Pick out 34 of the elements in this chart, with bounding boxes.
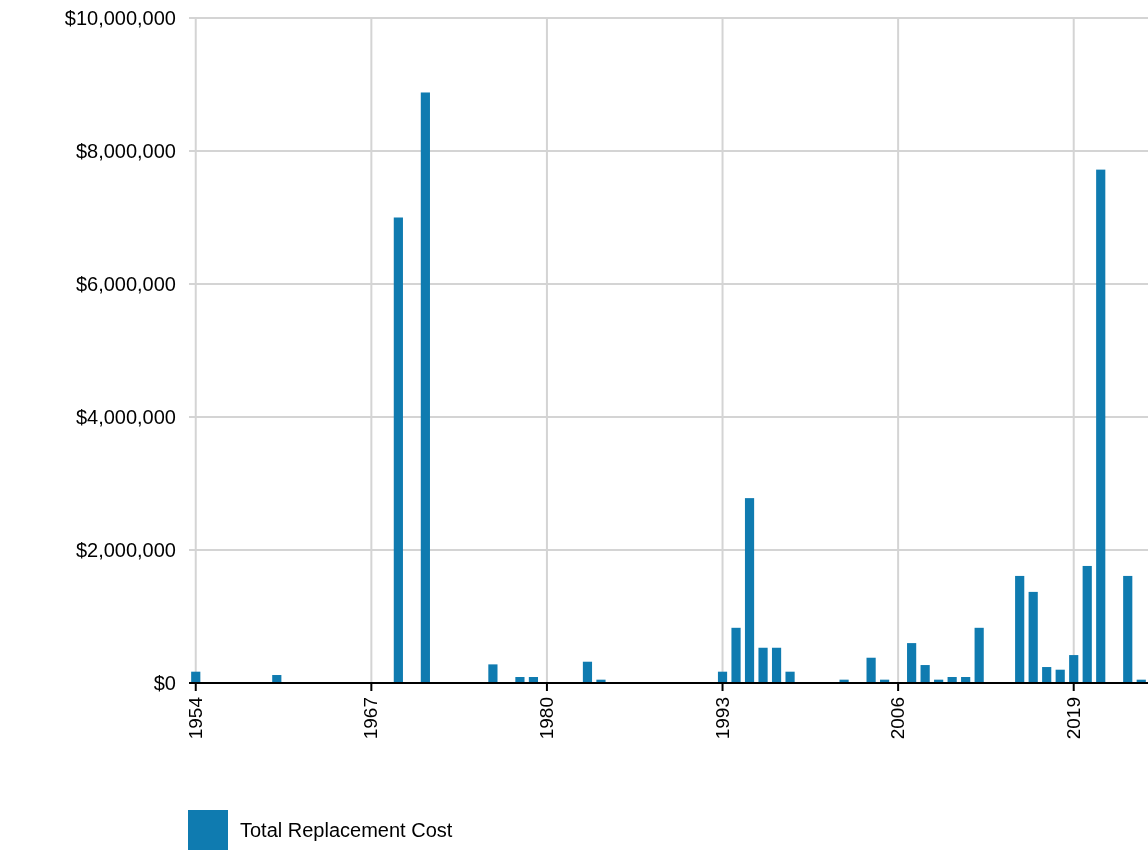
bar <box>393 217 403 683</box>
y-tick-label: $10,000,000 <box>64 7 176 29</box>
bar <box>582 661 593 683</box>
bar <box>744 498 755 683</box>
y-tick-label: $8,000,000 <box>75 140 176 162</box>
y-tick-label: $6,000,000 <box>75 273 176 295</box>
bar <box>1082 565 1092 683</box>
y-tick-label: $4,000,000 <box>75 406 176 428</box>
bar <box>785 671 795 683</box>
bar <box>1069 655 1079 683</box>
bar <box>515 677 525 683</box>
bar <box>488 664 498 683</box>
bar <box>1096 169 1106 683</box>
bar <box>731 627 741 683</box>
x-tick-label: 2006 <box>887 697 909 740</box>
y-tick-label: $0 <box>153 672 176 694</box>
y-tick-label: $2,000,000 <box>75 539 176 561</box>
bar <box>866 657 876 683</box>
bar <box>920 665 930 683</box>
bar <box>1042 667 1052 683</box>
bar <box>758 647 768 683</box>
bar <box>907 643 917 683</box>
bar <box>974 627 984 683</box>
bar <box>1015 575 1025 683</box>
x-tick-label: 2019 <box>1062 697 1084 740</box>
bar <box>1123 575 1133 683</box>
bar <box>420 92 430 683</box>
x-tick-label: 1967 <box>360 697 382 740</box>
bar <box>771 647 782 683</box>
x-tick-label: 1993 <box>711 697 733 740</box>
bar <box>1028 591 1038 683</box>
x-tick-label: 1954 <box>184 696 206 740</box>
legend-label: Total Replacement Cost <box>240 819 453 841</box>
x-tick-label: 1980 <box>535 697 557 740</box>
